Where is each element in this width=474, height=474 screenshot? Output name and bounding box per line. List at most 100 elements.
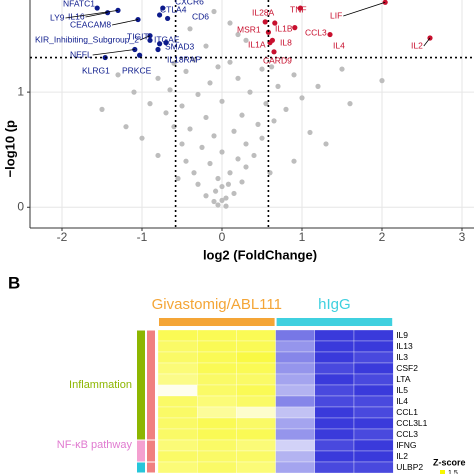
y-tick-label: 0	[17, 199, 24, 213]
point	[347, 101, 353, 107]
x-tick-label: 0	[219, 230, 226, 244]
point	[223, 203, 229, 209]
point	[171, 60, 177, 66]
heatmap-cell	[236, 461, 276, 474]
heatmap-cell	[275, 351, 315, 364]
point	[175, 175, 181, 182]
heatmap-cell	[197, 461, 237, 474]
heatmap-cell	[275, 428, 315, 441]
row-group-strip	[147, 462, 155, 473]
point	[339, 66, 345, 72]
point	[263, 101, 269, 107]
point	[183, 68, 189, 74]
heatmap-cell	[157, 373, 198, 386]
point	[275, 83, 281, 89]
heatmap-cell	[353, 406, 394, 419]
heatmap-cell	[275, 395, 315, 408]
heatmap-cell	[157, 351, 198, 364]
heatmap-cell	[275, 373, 315, 386]
heatmap-cell	[314, 384, 355, 397]
heatmap-cell	[157, 362, 198, 375]
heatmap-cell	[353, 373, 394, 386]
point	[227, 59, 233, 65]
heatmap-cell	[314, 461, 355, 474]
point-label: LY9	[50, 12, 65, 22]
heatmap-cell	[353, 439, 394, 452]
column-group-label: hIgG	[318, 296, 351, 313]
heatmap-cell	[275, 417, 315, 430]
point-label: KLRG1	[82, 65, 110, 75]
point	[131, 89, 137, 95]
row-label: IFNG	[396, 440, 416, 450]
label-leader	[112, 19, 139, 26]
point	[231, 128, 237, 134]
point-label: NEFL	[70, 49, 92, 59]
point	[307, 129, 313, 136]
heatmap-cell	[353, 395, 394, 408]
point	[219, 98, 225, 104]
point	[243, 164, 249, 170]
heatmap-cell	[236, 384, 276, 397]
row-label: IL5	[396, 385, 408, 395]
heatmap-cell	[275, 384, 315, 397]
point	[179, 141, 185, 147]
point	[183, 158, 189, 164]
heatmap-cell	[275, 406, 315, 419]
plot-background	[30, 0, 474, 228]
legend-swatch	[440, 470, 445, 474]
point	[259, 135, 265, 141]
point-label: MSR1	[237, 24, 261, 34]
heatmap-cell	[314, 439, 355, 452]
point	[155, 75, 161, 81]
point	[265, 29, 271, 35]
point	[259, 66, 265, 72]
point-label: IL1A	[248, 39, 266, 49]
heatmap-cell	[157, 406, 198, 419]
heatmap-cell	[314, 340, 355, 353]
point	[219, 183, 225, 190]
point	[203, 114, 209, 121]
point-label: CEACAM8	[70, 19, 111, 29]
point	[147, 37, 153, 43]
point	[235, 75, 241, 81]
point	[269, 64, 275, 70]
point	[243, 37, 249, 43]
point-label: IL1B	[275, 23, 293, 33]
point	[195, 91, 201, 98]
point-label: TNF	[290, 4, 307, 14]
point	[179, 103, 185, 109]
point-label: PRKCE	[122, 65, 152, 75]
point	[255, 121, 261, 127]
point-label: IL18RAP	[167, 54, 201, 64]
point-label: CD6	[192, 11, 209, 21]
heatmap-cell	[236, 428, 276, 441]
point	[157, 12, 163, 18]
row-label: ULBP2	[396, 462, 423, 472]
row-label: CCL3	[396, 429, 418, 439]
row-label: LTA	[396, 374, 411, 384]
point	[163, 110, 169, 116]
heatmap-cell	[197, 395, 237, 408]
heatmap-cell	[236, 395, 276, 408]
point	[283, 106, 289, 112]
label-leader	[139, 35, 151, 41]
heatmap-cell	[197, 384, 237, 397]
point	[291, 72, 297, 78]
point-label: TIGIT	[127, 31, 149, 41]
point	[262, 19, 268, 25]
heatmap-cell	[275, 450, 315, 463]
heatmap-cell	[236, 417, 276, 430]
heatmap-cell	[275, 329, 315, 342]
heatmap-cell	[157, 395, 198, 408]
heatmap-cell	[197, 439, 237, 452]
heatmap-cell	[197, 406, 237, 419]
point	[269, 37, 275, 43]
heatmap-cell	[314, 373, 355, 386]
point	[243, 141, 249, 147]
point	[147, 101, 153, 107]
point	[223, 195, 229, 201]
heatmap-cell	[197, 340, 237, 353]
heatmap-cell	[275, 340, 315, 353]
heatmap-cell	[236, 329, 276, 342]
point	[160, 5, 166, 11]
